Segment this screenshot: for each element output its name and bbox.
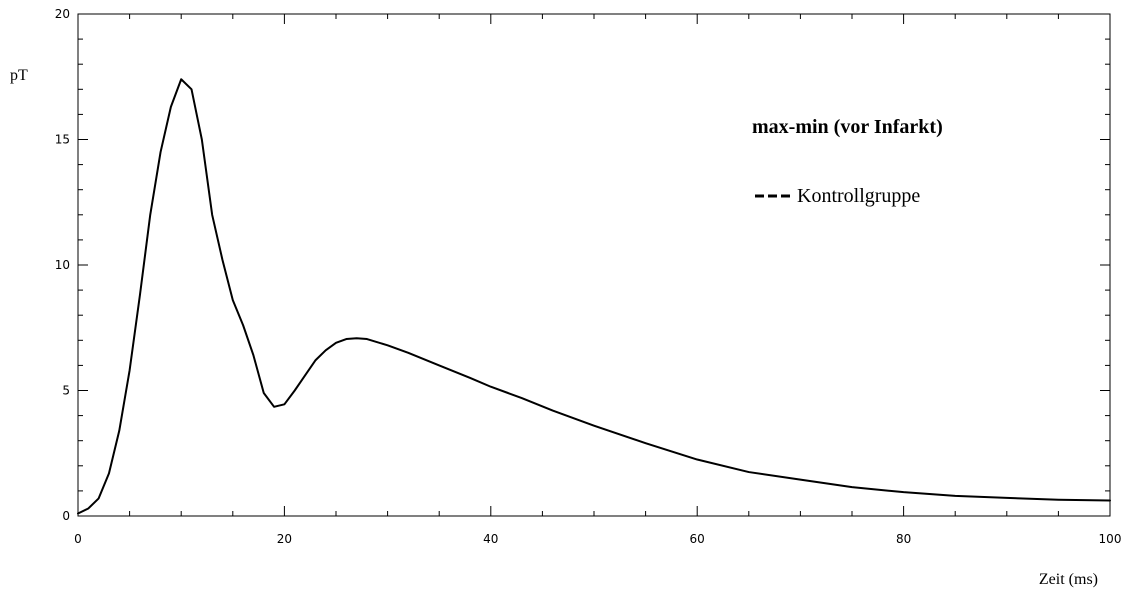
x-axis-tick-labels: 0 20 40 60 80 100: [74, 532, 1121, 546]
chart-title: max-min (vor Infarkt): [752, 116, 943, 138]
data-point: [645, 443, 646, 444]
data-point: [274, 406, 275, 407]
data-point: [408, 352, 409, 353]
data-point: [1058, 499, 1059, 500]
y-tick-label: 20: [55, 7, 70, 21]
data-point: [78, 513, 79, 514]
data-point: [108, 473, 109, 474]
y-tick-label: 5: [62, 384, 70, 398]
data-point: [1110, 500, 1111, 501]
data-point: [88, 508, 89, 509]
x-tick-label: 40: [483, 532, 498, 546]
x-tick-label: 100: [1099, 532, 1122, 546]
data-point: [439, 365, 440, 366]
data-point: [697, 459, 698, 460]
data-point: [129, 370, 130, 371]
x-tick-label: 60: [690, 532, 705, 546]
data-point: [222, 259, 223, 260]
data-point: [356, 338, 357, 339]
data-point: [852, 487, 853, 488]
y-axis-tick-labels: 0 5 10 15 20: [55, 7, 70, 523]
data-point: [253, 355, 254, 356]
data-point: [315, 360, 316, 361]
data-point: [201, 139, 202, 140]
data-point: [191, 89, 192, 90]
legend: Kontrollgruppe: [755, 185, 920, 207]
data-point: [170, 106, 171, 107]
data-point: [346, 339, 347, 340]
y-axis-title: pT: [10, 67, 28, 84]
data-point: [98, 498, 99, 499]
data-point: [243, 325, 244, 326]
x-axis-ticks: [77, 14, 1111, 516]
x-axis-title: Zeit (ms): [1039, 571, 1098, 588]
x-tick-label: 0: [74, 532, 82, 546]
data-point: [181, 79, 182, 80]
data-point: [150, 214, 151, 215]
data-point: [490, 386, 491, 387]
data-point: [305, 375, 306, 376]
data-point: [160, 152, 161, 153]
data-point: [748, 472, 749, 473]
series-line-kontrollgruppe: [77, 78, 1111, 515]
y-tick-label: 15: [55, 133, 70, 147]
data-point: [263, 393, 264, 394]
data-point: [325, 350, 326, 351]
data-point: [294, 390, 295, 391]
y-tick-label: 0: [62, 509, 70, 523]
data-point: [387, 345, 388, 346]
data-point: [521, 398, 522, 399]
data-point: [470, 377, 471, 378]
x-tick-label: 80: [896, 532, 911, 546]
y-tick-label: 10: [55, 258, 70, 272]
data-point: [119, 430, 120, 431]
data-point: [800, 479, 801, 480]
data-point: [212, 214, 213, 215]
data-point: [594, 425, 595, 426]
y-axis-ticks: [78, 13, 1110, 517]
data-point: [366, 339, 367, 340]
legend-label: Kontrollgruppe: [797, 185, 920, 207]
data-point: [336, 342, 337, 343]
data-point: [552, 410, 553, 411]
data-point: [903, 492, 904, 493]
data-point: [284, 404, 285, 405]
x-tick-label: 20: [277, 532, 292, 546]
data-point: [1006, 497, 1007, 498]
data-point: [139, 295, 140, 296]
data-point: [955, 495, 956, 496]
plot-frame: [77, 13, 1111, 517]
data-point: [232, 300, 233, 301]
